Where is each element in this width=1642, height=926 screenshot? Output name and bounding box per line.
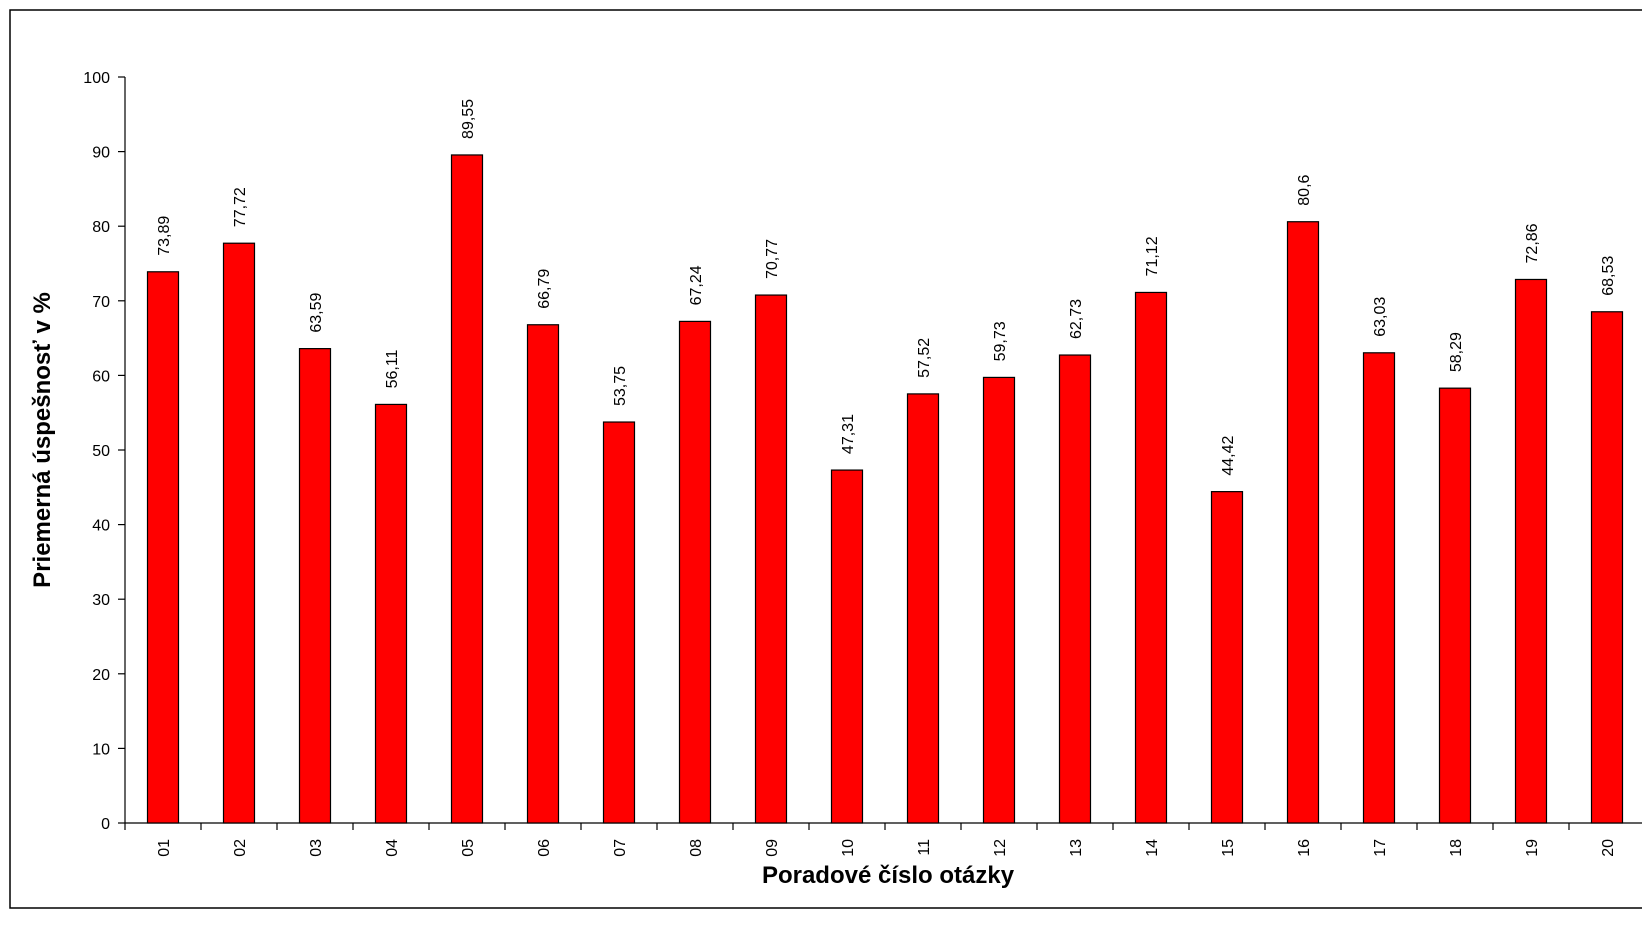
- bar-10: [830, 469, 864, 824]
- bar-16: [1286, 221, 1320, 824]
- value-label-06: 66,79: [536, 269, 553, 309]
- category-label-14: 14: [1144, 839, 1161, 857]
- plot-area: 0 10 20 30 40 50 60 70 80 90 100 73,89 01 77,72 02 63,5…: [83, 70, 1642, 857]
- category-label-16: 16: [1296, 839, 1313, 857]
- category-label-10: 10: [840, 839, 857, 857]
- y-tick-label: 60: [92, 368, 110, 385]
- value-label-19: 72,86: [1524, 223, 1541, 263]
- category-label-03: 03: [308, 839, 325, 857]
- value-label-11: 57,52: [916, 338, 933, 378]
- bar-07: [602, 421, 636, 824]
- category-label-13: 13: [1068, 839, 1085, 857]
- bar-08: [678, 320, 712, 824]
- value-label-05: 89,55: [460, 99, 477, 139]
- category-label-20: 20: [1600, 839, 1617, 857]
- category-label-05: 05: [460, 839, 477, 857]
- y-axis-title: Priemerná úspešnosť v %: [29, 292, 56, 588]
- bar-06: [526, 324, 560, 824]
- bar-01: [146, 271, 180, 824]
- y-tick-label: 30: [92, 592, 110, 609]
- value-label-09: 70,77: [764, 239, 781, 279]
- y-tick-label: 100: [83, 70, 110, 87]
- bar-09: [754, 294, 788, 824]
- value-label-02: 77,72: [232, 187, 249, 227]
- y-tick-label: 70: [92, 294, 110, 311]
- bar-13: [1058, 354, 1092, 824]
- category-label-19: 19: [1524, 839, 1541, 857]
- value-label-12: 59,73: [992, 321, 1009, 361]
- y-tick-label: 50: [92, 443, 110, 460]
- category-label-06: 06: [536, 839, 553, 857]
- y-tick-label: 10: [92, 741, 110, 758]
- bar-20: [1590, 311, 1624, 824]
- y-tick-label: 80: [92, 219, 110, 236]
- bar-15: [1210, 491, 1244, 824]
- category-label-15: 15: [1220, 839, 1237, 857]
- y-tick-label: 40: [92, 518, 110, 535]
- value-label-13: 62,73: [1068, 299, 1085, 339]
- category-label-09: 09: [764, 839, 781, 857]
- category-label-02: 02: [232, 839, 249, 857]
- value-label-04: 56,11: [384, 349, 401, 388]
- value-label-15: 44,42: [1220, 435, 1237, 475]
- value-label-20: 68,53: [1600, 256, 1617, 296]
- bar-12: [982, 376, 1016, 824]
- bar-04: [374, 403, 408, 824]
- value-label-17: 63,03: [1372, 297, 1389, 337]
- category-label-07: 07: [612, 839, 629, 857]
- value-label-08: 67,24: [688, 265, 705, 305]
- value-label-07: 53,75: [612, 366, 629, 406]
- bar-19: [1514, 278, 1548, 824]
- bar-18: [1438, 387, 1472, 824]
- category-label-18: 18: [1448, 839, 1465, 857]
- y-tick-label: 90: [92, 145, 110, 162]
- value-label-10: 47,31: [840, 414, 857, 454]
- bar-17: [1362, 352, 1396, 824]
- bar-11: [906, 393, 940, 824]
- x-axis-title: Poradové číslo otázky: [762, 862, 1015, 889]
- bar-05: [450, 154, 484, 824]
- value-label-16: 80,6: [1296, 174, 1313, 205]
- y-tick-label: 0: [101, 816, 110, 833]
- value-label-18: 58,29: [1448, 332, 1465, 372]
- value-label-01: 73,89: [156, 216, 173, 256]
- category-label-01: 01: [156, 839, 173, 857]
- value-label-14: 71,12: [1144, 236, 1161, 276]
- category-label-17: 17: [1372, 839, 1389, 857]
- value-label-03: 63,59: [308, 292, 325, 332]
- category-label-08: 08: [688, 839, 705, 857]
- bar-02: [222, 242, 256, 824]
- category-label-11: 11: [916, 839, 933, 856]
- category-label-04: 04: [384, 839, 401, 857]
- bar-14: [1134, 291, 1168, 824]
- y-tick-label: 20: [92, 667, 110, 684]
- category-label-12: 12: [992, 839, 1009, 857]
- bar-03: [298, 348, 332, 824]
